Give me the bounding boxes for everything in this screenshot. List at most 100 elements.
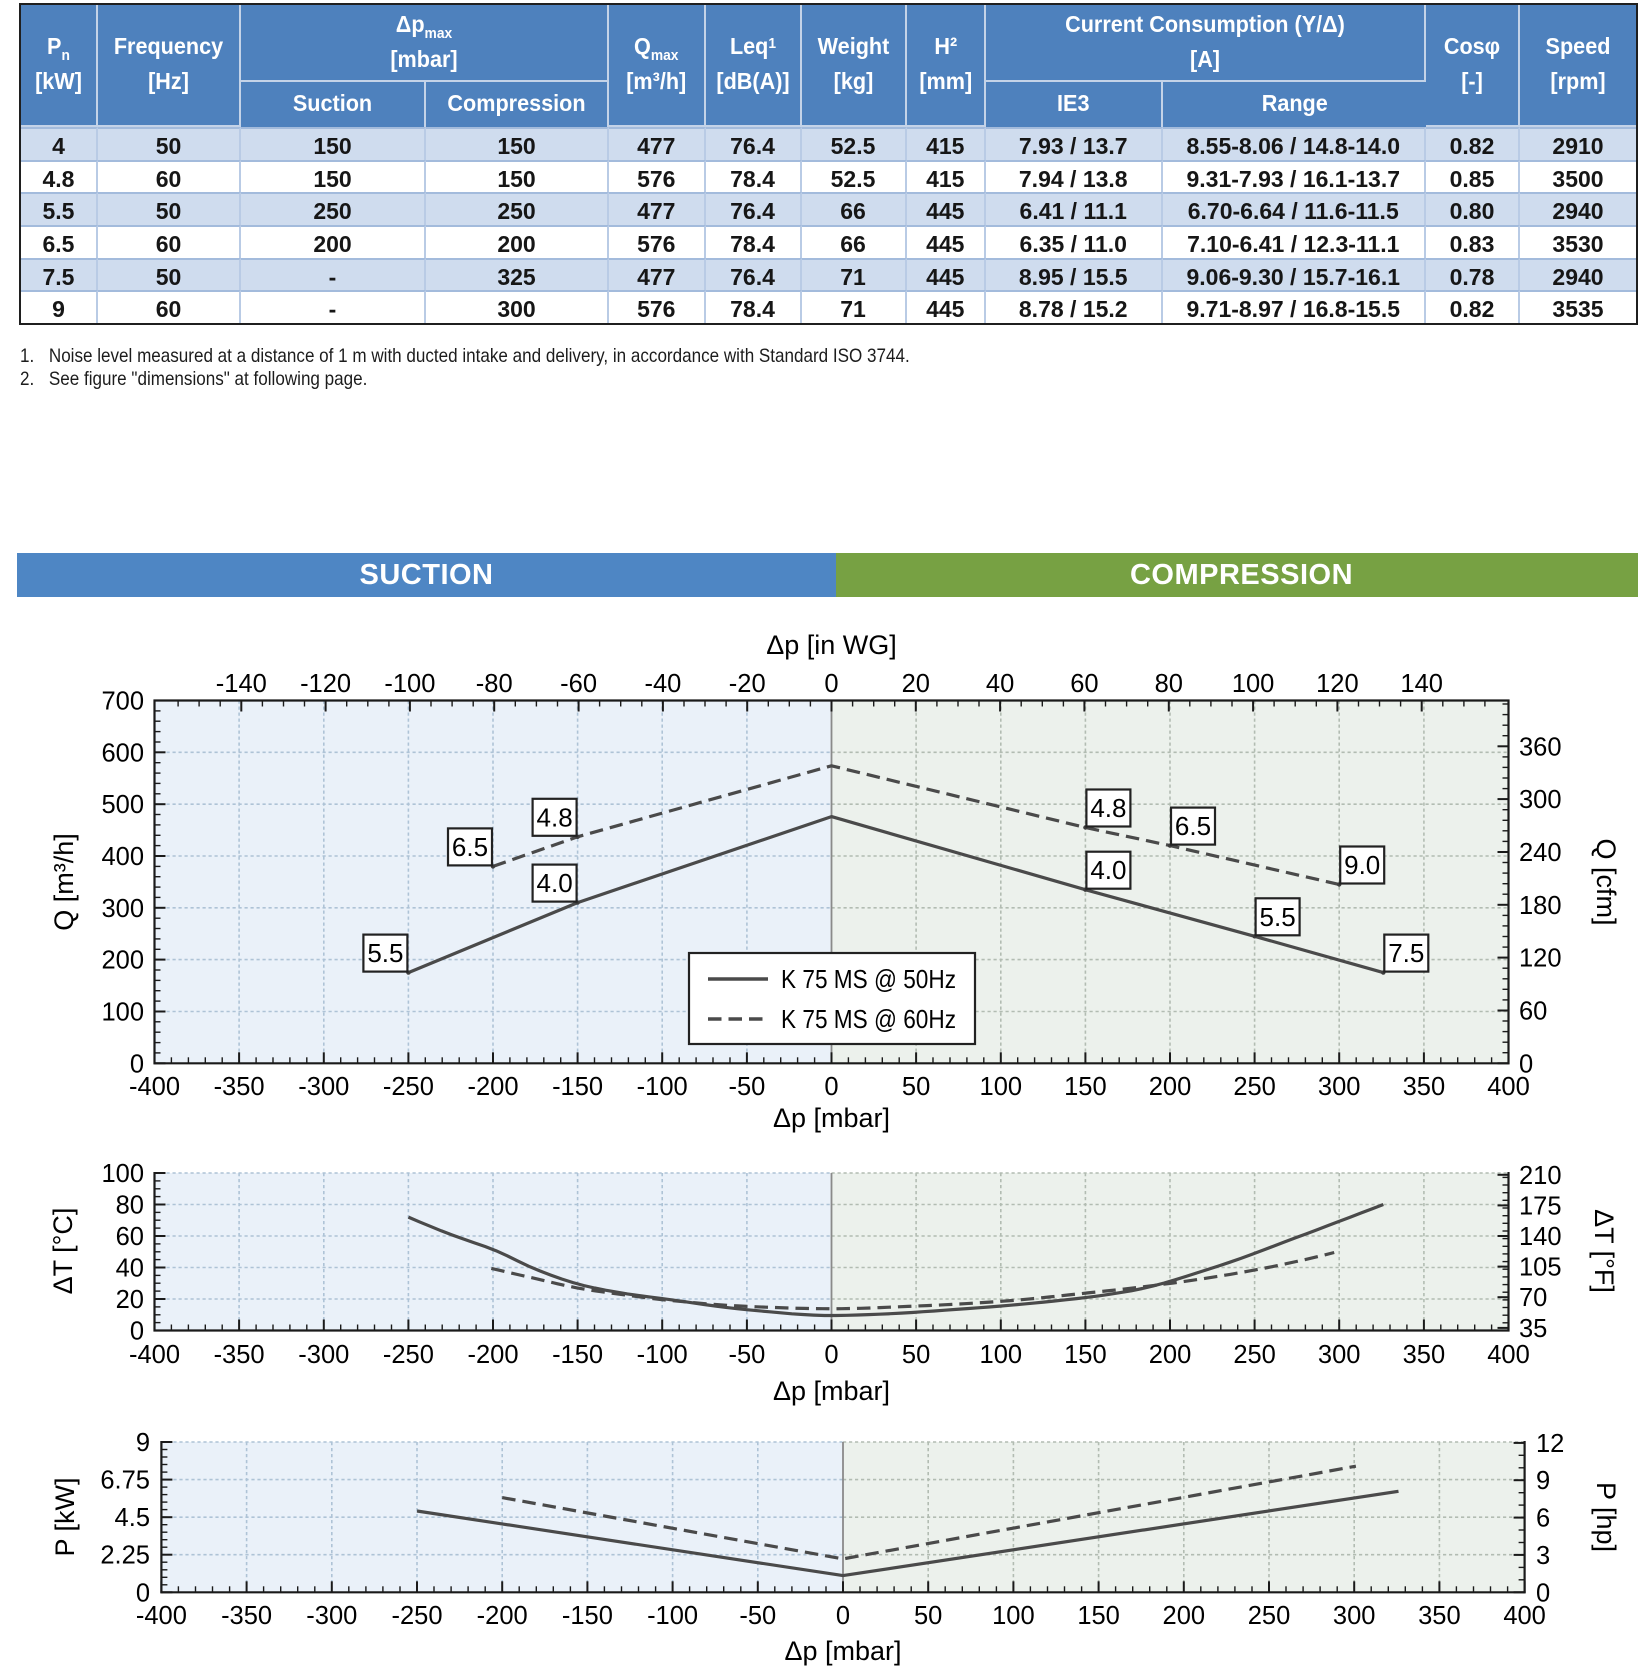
- svg-text:100: 100: [1232, 670, 1275, 698]
- svg-text:-100: -100: [647, 1602, 698, 1630]
- svg-text:-250: -250: [391, 1602, 442, 1630]
- svg-text:6.75: 6.75: [100, 1467, 150, 1495]
- svg-text:-150: -150: [562, 1602, 613, 1630]
- svg-text:-300: -300: [298, 1341, 349, 1369]
- svg-text:2.25: 2.25: [100, 1542, 150, 1570]
- svg-text:700: 700: [101, 688, 144, 716]
- svg-text:0: 0: [824, 1341, 838, 1369]
- svg-text:100: 100: [992, 1602, 1035, 1630]
- svg-text:-250: -250: [383, 1073, 434, 1101]
- svg-text:150: 150: [1064, 1341, 1107, 1369]
- svg-text:Δp [mbar]: Δp [mbar]: [773, 1103, 890, 1133]
- svg-text:-200: -200: [467, 1073, 518, 1101]
- svg-text:6.5: 6.5: [452, 832, 488, 862]
- svg-text:-350: -350: [214, 1341, 265, 1369]
- svg-text:20: 20: [902, 670, 930, 698]
- svg-text:-100: -100: [384, 670, 435, 698]
- svg-text:-50: -50: [728, 1073, 765, 1101]
- svg-text:400: 400: [1487, 1073, 1530, 1101]
- svg-text:70: 70: [1519, 1284, 1547, 1312]
- svg-text:-150: -150: [552, 1073, 603, 1101]
- svg-text:500: 500: [101, 791, 144, 819]
- svg-text:P [hp]: P [hp]: [1591, 1482, 1621, 1552]
- svg-text:250: 250: [1233, 1341, 1276, 1369]
- svg-text:9.0: 9.0: [1344, 850, 1380, 880]
- svg-text:80: 80: [1155, 670, 1183, 698]
- svg-text:-140: -140: [216, 670, 267, 698]
- svg-text:360: 360: [1519, 733, 1562, 761]
- svg-text:-120: -120: [300, 670, 351, 698]
- svg-text:-100: -100: [637, 1341, 688, 1369]
- svg-text:200: 200: [1149, 1073, 1192, 1101]
- svg-text:105: 105: [1519, 1254, 1562, 1282]
- svg-text:35: 35: [1519, 1315, 1547, 1343]
- svg-text:300: 300: [1318, 1341, 1361, 1369]
- svg-text:Δp [in WG]: Δp [in WG]: [766, 630, 897, 660]
- svg-text:350: 350: [1403, 1341, 1446, 1369]
- svg-text:0: 0: [1519, 1050, 1533, 1078]
- svg-text:P [kW]: P [kW]: [50, 1477, 80, 1556]
- svg-text:-300: -300: [298, 1073, 349, 1101]
- svg-text:120: 120: [1519, 945, 1562, 973]
- svg-text:350: 350: [1403, 1073, 1446, 1101]
- svg-text:Δp [mbar]: Δp [mbar]: [784, 1636, 901, 1666]
- svg-text:-80: -80: [476, 670, 513, 698]
- svg-text:300: 300: [1519, 786, 1562, 814]
- svg-text:400: 400: [1487, 1341, 1530, 1369]
- svg-text:5.5: 5.5: [367, 938, 403, 968]
- svg-text:-60: -60: [560, 670, 597, 698]
- svg-text:4.0: 4.0: [537, 868, 573, 898]
- svg-text:100: 100: [980, 1341, 1023, 1369]
- svg-text:20: 20: [116, 1286, 144, 1314]
- svg-text:-200: -200: [477, 1602, 528, 1630]
- svg-text:100: 100: [980, 1073, 1023, 1101]
- svg-text:Q [m³/h]: Q [m³/h]: [49, 833, 79, 931]
- svg-text:120: 120: [1316, 670, 1359, 698]
- svg-text:12: 12: [1536, 1430, 1564, 1458]
- svg-text:-400: -400: [129, 1073, 180, 1101]
- svg-text:60: 60: [116, 1223, 144, 1251]
- svg-text:0: 0: [836, 1602, 850, 1630]
- svg-text:175: 175: [1519, 1192, 1562, 1220]
- svg-text:-150: -150: [552, 1341, 603, 1369]
- svg-text:-200: -200: [467, 1341, 518, 1369]
- svg-text:4.8: 4.8: [1090, 793, 1126, 823]
- svg-text:-20: -20: [729, 670, 766, 698]
- svg-text:-50: -50: [739, 1602, 776, 1630]
- svg-text:6.5: 6.5: [1175, 811, 1211, 841]
- svg-text:-350: -350: [221, 1602, 272, 1630]
- svg-text:-100: -100: [637, 1073, 688, 1101]
- svg-text:400: 400: [1503, 1602, 1546, 1630]
- svg-text:100: 100: [101, 1160, 144, 1188]
- svg-text:200: 200: [101, 947, 144, 975]
- svg-text:5.5: 5.5: [1260, 902, 1296, 932]
- svg-text:4.5: 4.5: [115, 1504, 150, 1532]
- svg-text:40: 40: [986, 670, 1014, 698]
- svg-text:-400: -400: [129, 1341, 180, 1369]
- svg-text:3: 3: [1536, 1542, 1550, 1570]
- svg-text:4.0: 4.0: [1090, 855, 1126, 885]
- svg-text:0: 0: [1536, 1579, 1550, 1607]
- svg-text:K 75 MS @ 50Hz: K 75 MS @ 50Hz: [781, 966, 956, 995]
- svg-text:100: 100: [101, 999, 144, 1027]
- svg-text:250: 250: [1233, 1073, 1276, 1101]
- svg-text:60: 60: [1070, 670, 1098, 698]
- svg-text:0: 0: [824, 670, 838, 698]
- svg-text:210: 210: [1519, 1162, 1562, 1190]
- svg-text:-50: -50: [728, 1341, 765, 1369]
- svg-text:Δp [mbar]: Δp [mbar]: [773, 1376, 890, 1406]
- svg-text:0: 0: [130, 1050, 144, 1078]
- svg-text:300: 300: [101, 895, 144, 923]
- svg-text:-40: -40: [644, 670, 681, 698]
- svg-text:300: 300: [1333, 1602, 1376, 1630]
- svg-text:250: 250: [1248, 1602, 1291, 1630]
- svg-text:50: 50: [914, 1602, 942, 1630]
- svg-text:180: 180: [1519, 892, 1562, 920]
- svg-text:150: 150: [1064, 1073, 1107, 1101]
- svg-text:60: 60: [1519, 998, 1547, 1026]
- svg-text:K 75 MS @ 60Hz: K 75 MS @ 60Hz: [781, 1006, 956, 1035]
- svg-text:-300: -300: [306, 1602, 357, 1630]
- svg-text:0: 0: [824, 1073, 838, 1101]
- svg-text:200: 200: [1149, 1341, 1192, 1369]
- svg-text:80: 80: [116, 1192, 144, 1220]
